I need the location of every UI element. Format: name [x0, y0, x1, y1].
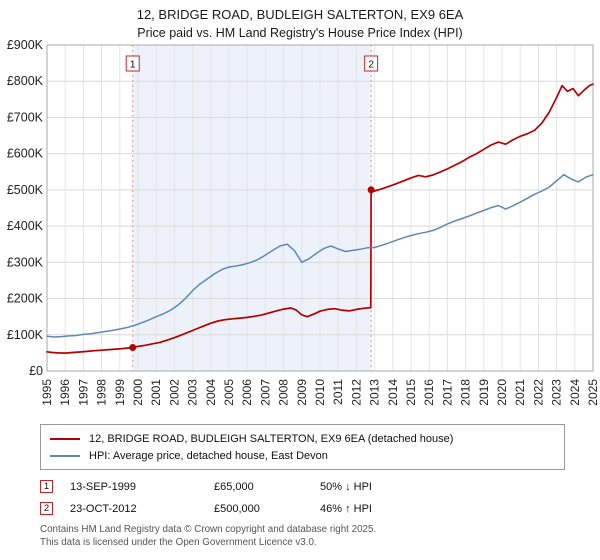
- svg-text:£400K: £400K: [7, 219, 44, 233]
- svg-text:2002: 2002: [167, 379, 181, 406]
- transaction-row: 2 23-OCT-2012 £500,000 46% ↑ HPI: [40, 502, 600, 515]
- legend-entry-hpi: HPI: Average price, detached house, East…: [50, 447, 555, 464]
- footer-line-2: This data is licensed under the Open Gov…: [40, 536, 317, 548]
- transaction-1-date: 13-SEP-1999: [70, 480, 137, 493]
- svg-text:2014: 2014: [386, 379, 400, 406]
- svg-text:1995: 1995: [40, 379, 54, 406]
- page-title: 12, BRIDGE ROAD, BUDLEIGH SALTERTON, EX9…: [136, 7, 464, 22]
- svg-text:£0: £0: [29, 364, 43, 378]
- svg-text:2: 2: [368, 59, 374, 71]
- svg-text:2022: 2022: [531, 379, 545, 406]
- svg-text:2015: 2015: [404, 379, 418, 406]
- transaction-2-marker: 2: [40, 502, 53, 515]
- svg-text:2007: 2007: [258, 379, 272, 406]
- transaction-2-date: 23-OCT-2012: [70, 502, 137, 515]
- svg-text:£600K: £600K: [7, 147, 44, 161]
- hpi-line-swatch: [50, 454, 80, 457]
- transaction-2-hpi-delta: 46% ↑ HPI: [320, 502, 372, 515]
- svg-text:£300K: £300K: [7, 255, 44, 269]
- svg-text:1997: 1997: [76, 379, 90, 406]
- svg-text:2020: 2020: [495, 379, 509, 406]
- svg-text:2003: 2003: [186, 379, 200, 406]
- svg-text:2018: 2018: [459, 379, 473, 406]
- footer-line-1: Contains HM Land Registry data © Crown c…: [40, 524, 377, 535]
- transaction-2-price: £500,000: [214, 502, 260, 515]
- svg-text:£100K: £100K: [7, 328, 44, 342]
- svg-text:1998: 1998: [95, 379, 109, 406]
- svg-text:2009: 2009: [295, 379, 309, 406]
- svg-text:£900K: £900K: [7, 40, 44, 52]
- page-subtitle: Price paid vs. HM Land Registry's House …: [137, 26, 463, 40]
- svg-text:£500K: £500K: [7, 183, 44, 197]
- svg-text:2017: 2017: [440, 379, 454, 406]
- svg-text:1996: 1996: [58, 379, 72, 406]
- legend-label-property: 12, BRIDGE ROAD, BUDLEIGH SALTERTON, EX9…: [89, 432, 454, 445]
- svg-text:2000: 2000: [131, 379, 145, 406]
- legend-entry-property: 12, BRIDGE ROAD, BUDLEIGH SALTERTON, EX9…: [50, 430, 555, 447]
- svg-text:£200K: £200K: [7, 292, 44, 306]
- svg-text:2021: 2021: [513, 379, 527, 406]
- svg-text:1: 1: [130, 59, 136, 71]
- svg-text:2023: 2023: [550, 379, 564, 406]
- transaction-1-hpi-delta: 50% ↓ HPI: [320, 480, 372, 493]
- svg-text:2004: 2004: [204, 379, 218, 406]
- transaction-1-marker: 1: [40, 480, 53, 493]
- chart-legend: 12, BRIDGE ROAD, BUDLEIGH SALTERTON, EX9…: [40, 424, 565, 470]
- transaction-list: 1 13-SEP-1999 £65,000 50% ↓ HPI 2 23-OCT…: [40, 480, 600, 515]
- svg-text:2001: 2001: [149, 379, 163, 406]
- svg-text:2011: 2011: [331, 379, 345, 405]
- svg-text:2010: 2010: [313, 379, 327, 406]
- transaction-1-price: £65,000: [214, 480, 254, 493]
- svg-text:£700K: £700K: [7, 110, 44, 124]
- price-history-chart: £0 £100K £200K £300K £400K £500K £600K £700K £80…: [7, 40, 600, 406]
- svg-text:2025: 2025: [586, 379, 600, 406]
- license-footer: Contains HM Land Registry data © Crown c…: [40, 524, 600, 550]
- chart-header: 12, BRIDGE ROAD, BUDLEIGH SALTERTON, EX9…: [0, 0, 600, 40]
- svg-text:2008: 2008: [277, 379, 291, 406]
- svg-text:2005: 2005: [222, 379, 236, 406]
- svg-text:2013: 2013: [368, 379, 382, 406]
- transaction-row: 1 13-SEP-1999 £65,000 50% ↓ HPI: [40, 480, 600, 493]
- svg-text:2019: 2019: [477, 379, 491, 406]
- svg-text:2024: 2024: [568, 379, 582, 406]
- svg-text:2006: 2006: [240, 379, 254, 406]
- property-line-swatch: [50, 437, 80, 440]
- legend-label-hpi: HPI: Average price, detached house, East…: [89, 449, 328, 462]
- svg-text:1999: 1999: [113, 379, 127, 406]
- svg-text:2012: 2012: [349, 379, 363, 406]
- svg-text:£800K: £800K: [7, 74, 44, 88]
- svg-text:2016: 2016: [422, 379, 436, 406]
